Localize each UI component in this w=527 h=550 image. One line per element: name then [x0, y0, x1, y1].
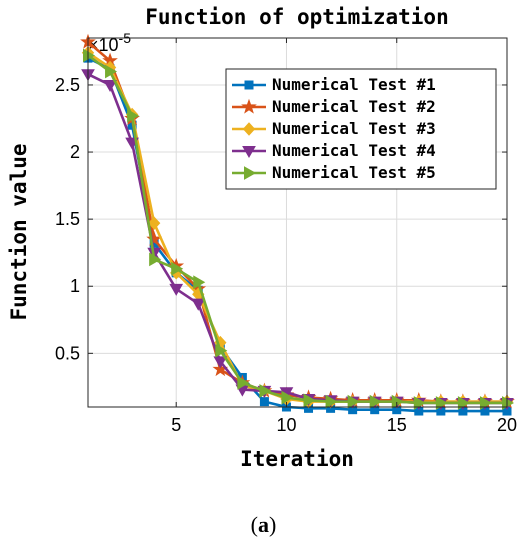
x-tick-label: 10: [276, 415, 296, 435]
legend-label: Numerical Test #2: [272, 97, 436, 116]
legend-marker: [244, 166, 257, 180]
x-axis-label: Iteration: [240, 447, 354, 471]
legend-marker: [244, 80, 254, 90]
data-point: [369, 394, 382, 409]
legend-marker: [242, 146, 256, 159]
legend-entry-2: Numerical Test #2: [232, 97, 436, 116]
caption-open: (: [250, 512, 258, 537]
legend-entry-3: Numerical Test #3: [232, 119, 436, 138]
data-point: [325, 394, 338, 409]
legend-entry-1: Numerical Test #1: [232, 75, 436, 94]
data-point: [215, 343, 228, 358]
data-point: [147, 216, 161, 230]
data-point: [435, 396, 448, 410]
caption-close: ): [269, 512, 277, 537]
data-point: [169, 283, 184, 296]
data-point: [457, 396, 470, 410]
data-point: [83, 48, 96, 63]
data-point: [347, 394, 360, 409]
y-tick-label: 1: [70, 276, 80, 296]
data-point: [213, 356, 228, 369]
x-tick-label: 15: [387, 415, 407, 435]
data-point: [502, 396, 515, 410]
data-point: [237, 375, 250, 390]
data-point: [479, 396, 492, 410]
data-point: [193, 275, 206, 290]
series-5: [83, 48, 515, 410]
data-point: [391, 394, 404, 409]
figure-caption: (a): [0, 512, 527, 538]
plot-frame: [87, 37, 508, 408]
data-point: [171, 261, 184, 276]
x-tick-label: 20: [497, 415, 517, 435]
data-point: [259, 397, 269, 407]
legend-box: [225, 68, 497, 190]
caption-label: a: [258, 512, 269, 537]
legend-label: Numerical Test #5: [272, 163, 436, 182]
y-tick-label: 0.5: [55, 343, 80, 363]
data-point: [281, 390, 294, 405]
legend-label: Numerical Test #1: [272, 75, 436, 94]
y-axis-ticks: 0.5 1 1.5 2 2.5: [55, 75, 507, 363]
data-point: [105, 64, 118, 79]
y-tick-label: 2: [70, 142, 80, 162]
legend-entry-5: Numerical Test #5: [232, 163, 436, 182]
chart-title: Function of optimization: [145, 5, 448, 29]
y-tick-label: 1.5: [55, 209, 80, 229]
legend-label: Numerical Test #4: [272, 141, 436, 160]
data-point: [303, 393, 316, 408]
legend-marker: [242, 122, 256, 136]
data-point: [191, 298, 206, 311]
x-axis-ticks: 5 10 15 20: [171, 38, 517, 435]
series-layer: [80, 33, 515, 416]
legend-label: Numerical Test #3: [272, 119, 436, 138]
y-exponent-label: ×10-5: [88, 30, 131, 55]
data-point: [259, 384, 272, 398]
data-point: [413, 396, 426, 410]
legend-entry-4: Numerical Test #4: [232, 141, 436, 160]
data-point: [103, 79, 117, 92]
legend: Numerical Test #1 Numerical Test #2 Numeri…: [225, 68, 497, 190]
y-tick-label: 2.5: [55, 75, 80, 95]
legend-marker: [241, 98, 257, 114]
data-point: [149, 252, 162, 267]
data-point: [127, 108, 140, 123]
x-tick-label: 5: [171, 415, 181, 435]
y-axis-label: Function value: [7, 143, 31, 320]
